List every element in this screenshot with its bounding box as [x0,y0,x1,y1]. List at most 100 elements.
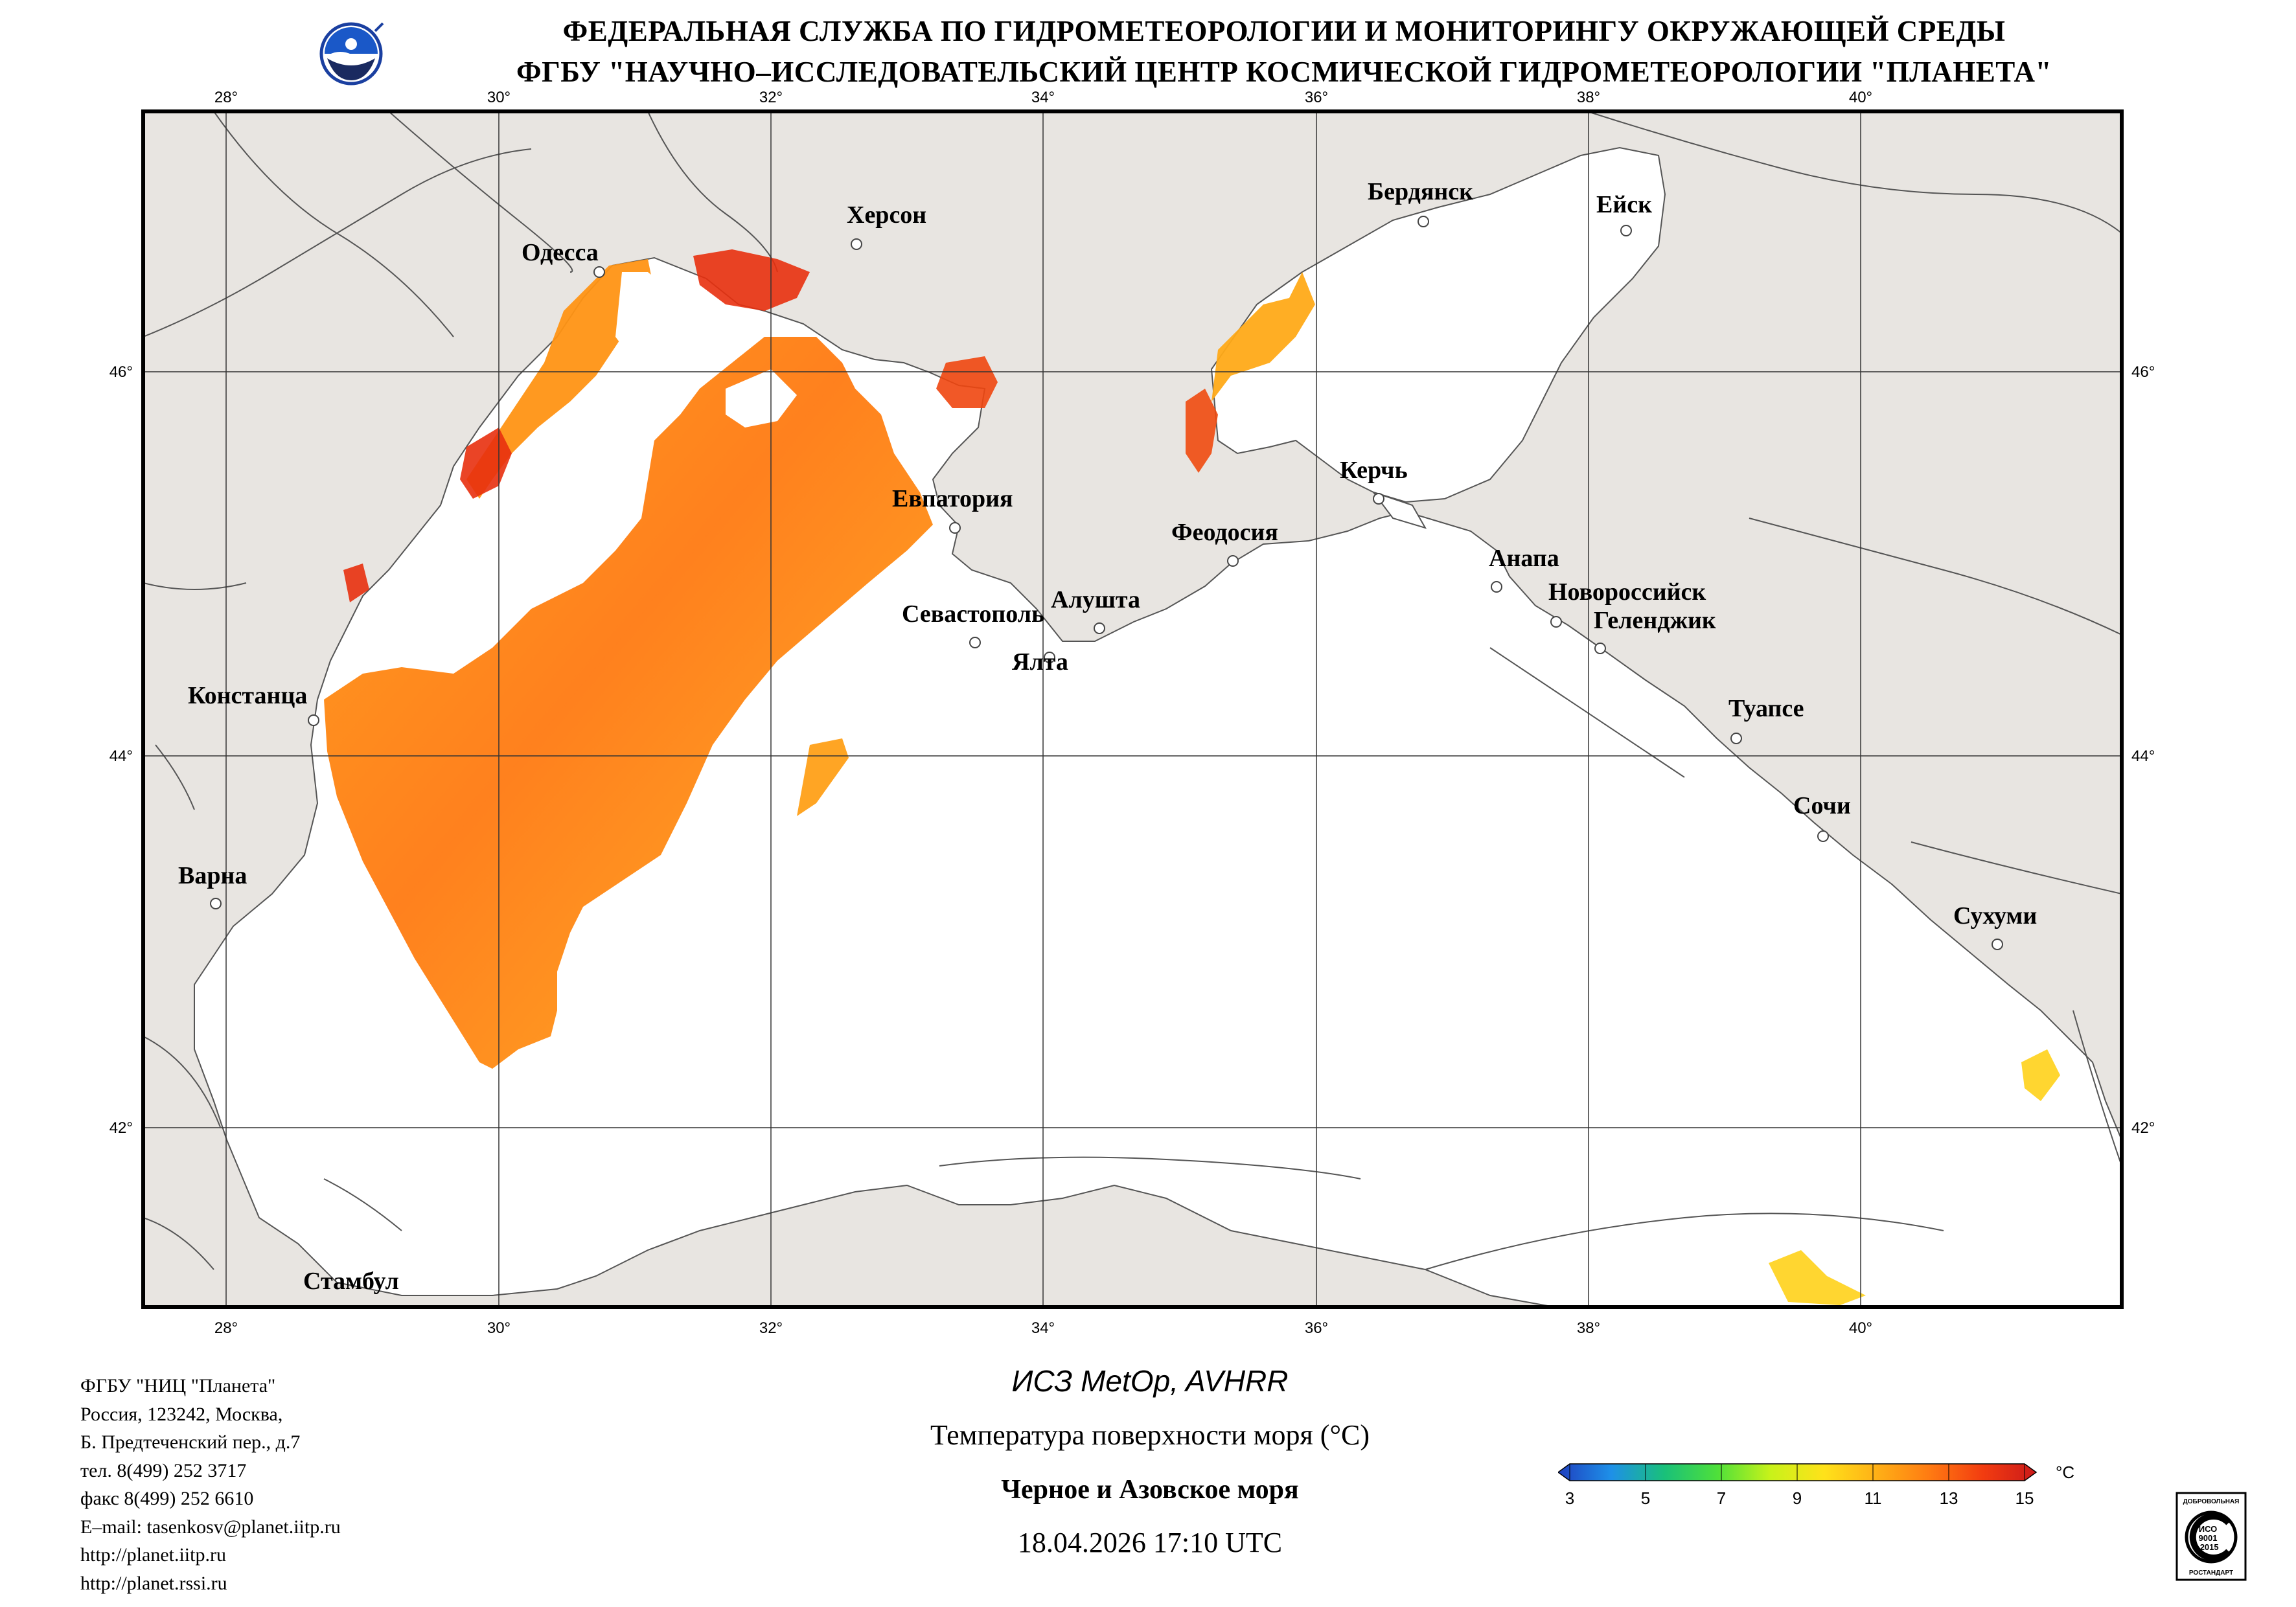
city-marker-icon [949,522,961,534]
lon-tick-label: 28° [214,1319,238,1337]
lon-tick-label: 38° [1577,1319,1600,1337]
region-caption: Черное и Азовское моря [1001,1475,1299,1505]
sst-warm-danube [343,564,369,602]
contact-org: ФГБУ "НИЦ "Планета" [80,1375,276,1396]
city-label: Херсон [847,201,926,229]
city-label: Севастополь [902,600,1044,628]
city-label: Евпатория [892,485,1013,512]
cloud-gap [615,272,687,363]
city-marker-icon [1094,622,1105,634]
lon-tick-label: 30° [487,89,511,106]
header-line-2: ФГБУ "НАУЧНО–ИССЛЕДОВАТЕЛЬСКИЙ ЦЕНТР КОС… [516,56,2052,88]
lat-tick-label: 42° [109,1119,133,1137]
city-label: Алушта [1051,586,1140,613]
lat-tick-label: 46° [109,363,133,381]
colorbar-tick-label: 3 [1565,1488,1574,1508]
contact-country: Россия, 123242, Москва, [80,1403,283,1425]
lon-tick-label: 34° [1031,1319,1055,1337]
colorbar-tick-label: 9 [1793,1488,1802,1508]
lon-tick-label: 40° [1849,89,1872,106]
contact-address: Б. Предтеченский пер., д.7 [80,1431,301,1453]
lon-tick-label: 28° [214,89,238,106]
colorbar-tick-label: 5 [1641,1488,1650,1508]
city-marker-icon [593,266,605,278]
sst-warm-dnieper [693,249,810,311]
lat-ticks-left: 46° 44° 42° [109,363,133,1137]
city-marker-icon [1491,581,1502,593]
contact-url-1[interactable]: http://planet.iitp.ru [80,1544,226,1566]
graticule [143,111,2122,1307]
city-label: Новороссийск [1548,578,1706,606]
city-label: Констанца [188,682,307,709]
lon-tick-label: 36° [1305,89,1328,106]
city-label: Феодосия [1171,519,1278,546]
sst-colorbar: °C 3 5 7 9 11 13 15 [1558,1463,2074,1508]
lon-tick-label: 32° [759,89,783,106]
city-label: Керчь [1340,457,1408,484]
sst-patch-south [1769,1250,1866,1305]
datetime-caption: 18.04.2026 17:10 UTC [1017,1527,1283,1558]
map-frame [141,109,2124,1309]
sea-of-azov [1210,146,1666,503]
sst-warm-karkinit [936,356,998,408]
header-line-1: ФЕДЕРАЛЬНАЯ СЛУЖБА ПО ГИДРОМЕТЕОРОЛОГИИ … [562,15,2006,47]
cert-top: ДОБРОВОЛЬНАЯ [2183,1498,2240,1505]
lon-ticks-top: 28° 30° 32° 34° 36° 38° 40° [214,89,1872,106]
city-label: Сухуми [1953,902,2037,929]
cert-year: -2015 [2197,1542,2218,1552]
cert-bottom: РОСТАНДАРТ [2189,1569,2233,1577]
lat-tick-label: 44° [2131,747,2155,765]
lon-tick-label: 40° [1849,1319,1872,1337]
city-label: Ейск [1596,191,1652,218]
parameter-caption: Температура поверхности моря (°C) [930,1419,1370,1451]
contact-url-2[interactable]: http://planet.rssi.ru [80,1572,227,1594]
lon-tick-label: 38° [1577,89,1600,106]
city-marker-icon [1044,652,1055,663]
cloud-gap [363,415,641,674]
city-marker-icon [1373,493,1384,505]
city-marker-icon [210,898,222,909]
lat-tick-label: 42° [2131,1119,2155,1137]
city-marker-icon [851,238,862,250]
city-label: Сочи [1793,792,1851,819]
lon-tick-label: 32° [759,1319,783,1337]
cert-num: 9001 [2199,1533,2218,1543]
city-label: Варна [178,862,247,889]
cloud-gap [726,369,797,427]
cert-iso: ИСО [2199,1524,2218,1534]
city-marker-icon [1550,616,1562,628]
city-label: Геленджик [1594,607,1716,634]
city-marker-icon [1992,939,2003,950]
satellite-caption: ИСЗ MetOp, AVHRR [1011,1364,1289,1398]
city-labels: Одесса Херсон Бердянск Ейск Евпатория Керчь Фе… [178,178,2037,1295]
lat-ticks-right: 46° 44° 42° [2131,363,2155,1137]
city-marker-icon [1594,643,1606,654]
colorbar-tick-label: 11 [1865,1488,1882,1508]
colorbar-tick-label: 13 [1940,1488,1958,1508]
sst-swath-north [466,259,654,499]
colorbar-tick-label: 7 [1717,1488,1726,1508]
city-marker-icon [1730,733,1742,744]
city-label: Одесса [522,239,599,266]
lon-ticks-bottom: 28° 30° 32° 34° 36° 38° 40° [214,1319,1872,1337]
contact-block: ФГБУ "НИЦ "Планета" Россия, 123242, Моск… [80,1372,341,1597]
lon-tick-label: 30° [487,1319,511,1337]
city-marker-icon [1817,830,1829,842]
sst-patch-center [797,738,849,816]
city-marker-icon [308,714,319,726]
contact-phone: тел. 8(499) 252 3717 [80,1459,247,1481]
iso-certificate-icon: ДОБРОВОЛЬНАЯ ИСО 9001 -2015 РОСТАНДАРТ [2175,1492,2247,1581]
sst-azov-arabat [1186,389,1218,473]
lon-tick-label: 36° [1305,1319,1328,1337]
colorbar-tick-label: 15 [2015,1488,2034,1508]
city-label: Стамбул [303,1268,399,1295]
planeta-logo-icon [319,22,384,85]
city-marker-icon [1620,225,1632,236]
city-marker-icon [969,637,981,648]
city-label: Ялта [1012,648,1068,676]
lon-tick-label: 34° [1031,89,1055,106]
city-label: Бердянск [1368,178,1473,205]
sst-azov-west [1211,272,1315,402]
city-label: Туапсе [1728,695,1804,722]
